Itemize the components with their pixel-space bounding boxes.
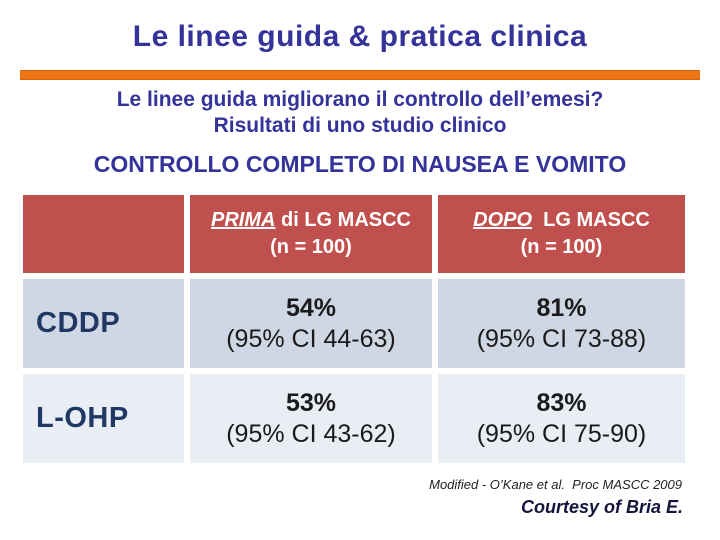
- row-label-cddp: CDDP: [23, 279, 184, 368]
- result-confidence-interval: (95% CI 73-88): [476, 324, 647, 353]
- column-header-prima-emphasis: PRIMA: [211, 209, 276, 231]
- subtitle: Le linee guida migliorano il controllo d…: [0, 87, 720, 139]
- citation: Modified - O’Kane et al. Proc MASCC 2009: [429, 477, 682, 492]
- result-cell-cddp-prima: 54% (95% CI 44-63): [190, 279, 432, 368]
- column-header-dopo-n: (n = 100): [520, 236, 603, 258]
- result-percent: 83%: [536, 388, 587, 417]
- column-header-prima-n: (n = 100): [270, 236, 352, 258]
- column-header-dopo-emphasis: DOPO: [473, 209, 533, 231]
- column-header-prima-rest: di LG MASCC: [275, 209, 411, 231]
- subtitle-line-1: Le linee guida migliorano il controllo d…: [116, 88, 604, 111]
- title-underline-rule: [20, 70, 700, 80]
- subtitle-line-2: Risultati di uno studio clinico: [213, 114, 507, 137]
- column-header-dopo-title: DOPO LG MASCC: [473, 207, 650, 234]
- courtesy-credit: Courtesy of Bria E.: [520, 497, 683, 517]
- result-confidence-interval: (95% CI 75-90): [476, 419, 647, 448]
- result-cell-lohp-prima: 53% (95% CI 43-62): [190, 374, 432, 463]
- row-label-lohp: L-OHP: [23, 374, 184, 463]
- slide-title: Le linee guida & pratica clinica: [132, 20, 588, 53]
- column-header-dopo-rest: LG MASCC: [532, 209, 650, 231]
- table-corner-cell: [23, 195, 184, 273]
- results-table: PRIMA di LG MASCC (n = 100) DOPO LG MASC…: [23, 195, 685, 463]
- column-header-prima-title: PRIMA di LG MASCC: [211, 207, 411, 234]
- result-percent: 53%: [285, 388, 337, 417]
- result-confidence-interval: (95% CI 44-63): [226, 324, 396, 353]
- column-header-prima: PRIMA di LG MASCC (n = 100): [190, 195, 432, 273]
- column-header-dopo: DOPO LG MASCC (n = 100): [438, 195, 685, 273]
- result-cell-cddp-dopo: 81% (95% CI 73-88): [438, 279, 685, 368]
- result-percent: 81%: [536, 293, 587, 322]
- result-cell-lohp-dopo: 83% (95% CI 75-90): [438, 374, 685, 463]
- result-confidence-interval: (95% CI 43-62): [226, 419, 396, 448]
- result-percent: 54%: [285, 293, 337, 322]
- section-heading: CONTROLLO COMPLETO DI NAUSEA E VOMITO: [93, 151, 627, 177]
